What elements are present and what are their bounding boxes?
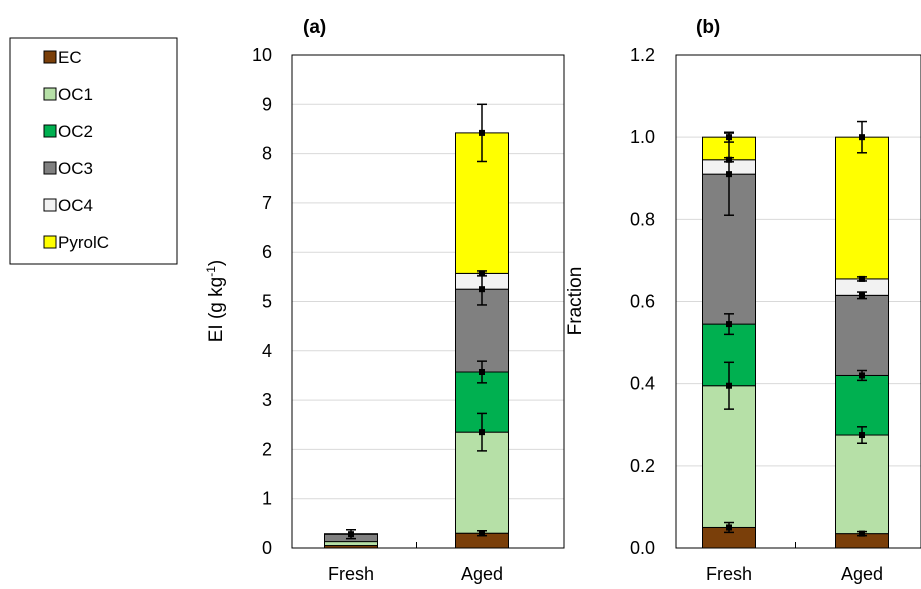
legend-swatch-oc3 [43, 161, 57, 175]
legend-label-oc2: OC2 [58, 122, 93, 141]
panel-a-y-axis-title-sup: -1 [204, 266, 218, 277]
panel-b-errorbar-marker [726, 134, 732, 141]
panel-b-x-tick-label-fresh: Fresh [706, 564, 752, 584]
panel-a-y-tick-label: 5 [262, 292, 272, 312]
panel-b-bar-oc3-aged [835, 294, 889, 376]
panel-a-y-tick-label: 8 [262, 144, 272, 164]
legend-label-pyrolc: PyrolC [58, 233, 109, 252]
panel-a-errorbar-marker [348, 531, 354, 538]
panel-a-x-tick-label-aged: Aged [461, 564, 503, 584]
panel-a-bar-oc1-fresh [324, 541, 378, 547]
panel-b-errorbar-marker [726, 382, 732, 389]
panel-b-y-tick-label: 0.0 [630, 538, 655, 558]
panel-b-errorbar-marker [859, 275, 865, 282]
panel-a-y-axis-title-tail: ) [206, 260, 227, 266]
panel-b-errorbar-marker [726, 171, 732, 178]
panel-a-y-axis-title: EI (g kg-1) [204, 260, 227, 342]
legend-box [9, 37, 178, 265]
legend-label-oc3: OC3 [58, 159, 93, 178]
panel-a-y-tick-label: 1 [262, 489, 272, 509]
panel-b-bar-oc2-aged [835, 374, 889, 436]
legend-swatch-ec [43, 50, 57, 64]
panel-b-bar-pyrolc-aged [835, 136, 889, 280]
panel-b-errorbar-marker [726, 156, 732, 163]
panel-b-plot-frame [675, 54, 921, 549]
panel-b-y-tick-label: 1.2 [630, 45, 655, 65]
panel-a-errorbar-marker [479, 530, 485, 537]
panel-b-errorbar-marker [859, 292, 865, 299]
panel-b-y-axis-title: Fraction [565, 267, 586, 336]
panel-a-errorbar-marker [479, 270, 485, 277]
panel-b-y-tick-label: 0.6 [630, 292, 655, 312]
panel-b-errorbar-marker [859, 372, 865, 379]
legend-swatch-oc1 [43, 87, 57, 101]
panel-b-label: (b) [696, 17, 720, 38]
panel-b-x-tick-label-aged: Aged [841, 564, 883, 584]
legend-label-oc1: OC1 [58, 85, 93, 104]
legend: EC OC1 OC2 OC3 OC4 PyrolC [9, 37, 178, 265]
panel-b-errorbar-marker [726, 524, 732, 531]
panel-a-bar-oc1-aged [455, 431, 509, 534]
legend-label-oc4: OC4 [58, 196, 93, 215]
panel-a-y-tick-label: 4 [262, 341, 272, 361]
panel-a-x-tick-label-fresh: Fresh [328, 564, 374, 584]
panel-a-errorbar-marker [479, 368, 485, 375]
panel-a-y-tick-label: 7 [262, 193, 272, 213]
panel-b-errorbar-marker [859, 432, 865, 439]
panel-a-y-tick-label: 3 [262, 390, 272, 410]
panel-a-y-axis-title-main: EI (g kg [206, 277, 227, 342]
legend-swatch-oc2 [43, 124, 57, 138]
panel-a-y-tick-label: 2 [262, 439, 272, 459]
panel-a-errorbar-marker [479, 286, 485, 293]
panel-a-plot-frame [291, 54, 565, 549]
panel-b-y-tick-label: 1.0 [630, 127, 655, 147]
legend-swatch-oc4 [43, 198, 57, 212]
panel-a: (a) EI (g kg-1) 0 1 2 3 4 5 6 7 8 9 10 Fresh Aged [204, 17, 565, 584]
panel-b-y-tick-label: 0.8 [630, 209, 655, 229]
legend-swatch-pyrolc [43, 235, 57, 249]
panel-a-label: (a) [303, 17, 326, 38]
panel-a-y-tick-label: 9 [262, 94, 272, 114]
panel-b: (b) Fraction 0.0 0.2 0.4 0.6 0.8 1.0 1.2 Fresh A… [565, 17, 921, 584]
panel-b-errorbar-marker [859, 530, 865, 537]
panel-a-errorbar-marker [479, 129, 485, 136]
legend-label-ec: EC [58, 48, 82, 67]
panel-b-y-tick-label: 0.4 [630, 374, 655, 394]
panel-b-y-tick-label: 0.2 [630, 456, 655, 476]
panel-a-y-tick-label: 10 [252, 45, 272, 65]
panel-a-y-tick-label: 6 [262, 242, 272, 262]
panel-a-errorbar-marker [479, 429, 485, 436]
panel-b-errorbar-marker [726, 321, 732, 328]
panel-b-bar-oc1-aged [835, 434, 889, 535]
panel-a-y-tick-label: 0 [262, 538, 272, 558]
panel-b-errorbar-marker [859, 134, 865, 141]
